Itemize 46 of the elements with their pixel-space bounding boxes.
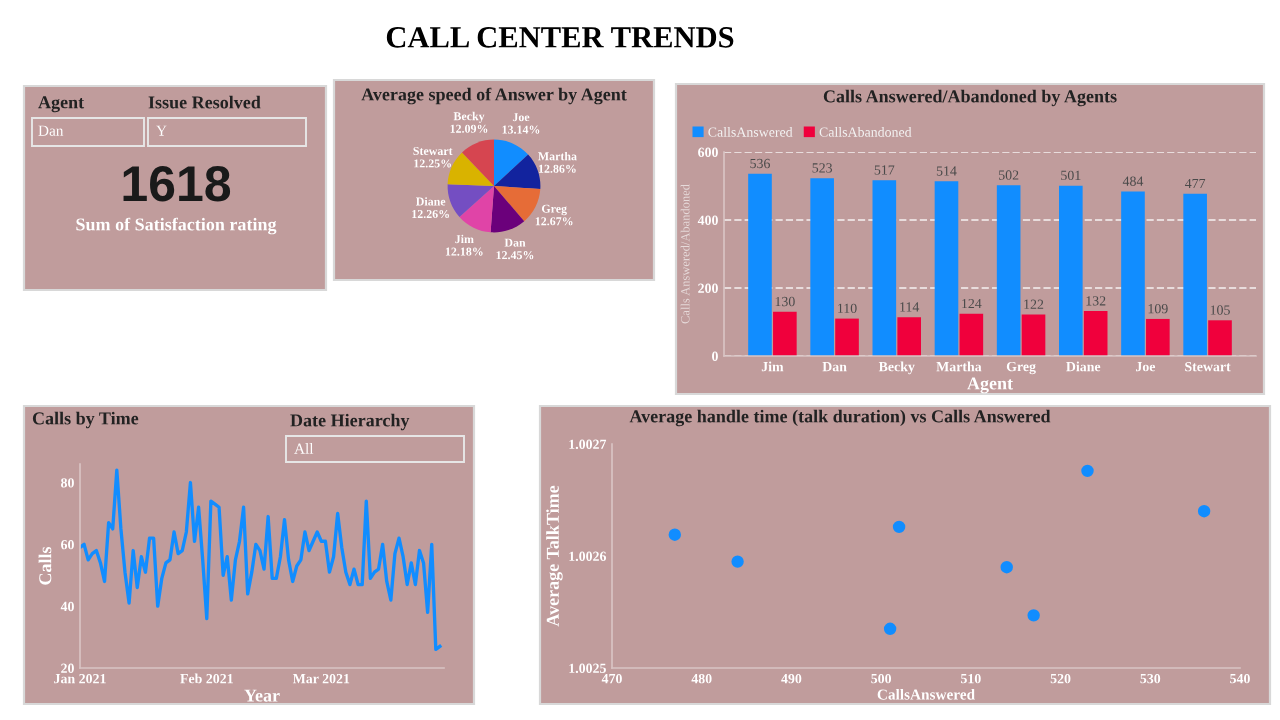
bar <box>835 318 859 356</box>
chart-title: Average speed of Answer by Agent <box>361 87 627 105</box>
pie-slice <box>494 139 529 186</box>
bar <box>810 178 834 356</box>
pie-slice <box>447 184 494 217</box>
bar <box>996 185 1021 356</box>
chart-title: Calls by Time <box>32 411 139 429</box>
text: CALL CENTER TRENDS <box>386 27 734 48</box>
y-axis-title: Calls <box>38 546 52 585</box>
bar <box>1146 318 1170 356</box>
text: Issue Resolved <box>148 95 261 109</box>
line-series <box>80 468 442 652</box>
bar <box>1083 311 1108 356</box>
bar <box>934 181 959 356</box>
text: Agent <box>38 96 85 113</box>
bar <box>1021 314 1046 356</box>
point <box>668 528 681 541</box>
bar <box>959 313 984 356</box>
text: Date Hierarchy <box>290 413 410 431</box>
text: 1618 <box>123 166 231 202</box>
pie-slice <box>462 139 494 186</box>
point <box>731 555 744 568</box>
point <box>1027 609 1040 622</box>
bar <box>872 180 897 356</box>
point <box>1197 505 1211 518</box>
bar <box>897 317 921 356</box>
chart-title: Average handle time (talk duration) vs Calls Answered <box>629 409 1051 427</box>
bar <box>1183 193 1207 356</box>
point <box>1000 561 1013 574</box>
y-axis-title: Average TalkTime <box>546 485 563 627</box>
point <box>883 622 897 635</box>
x-axis-title: Agent <box>967 377 1013 394</box>
bar <box>1059 185 1083 356</box>
pie-slice <box>494 154 541 189</box>
bar <box>1208 320 1232 356</box>
bar <box>773 311 797 356</box>
bar <box>1121 191 1145 356</box>
bar <box>748 173 772 356</box>
text: Sum of Satisfaction rating <box>76 217 277 235</box>
x-axis-title: Year <box>244 689 280 702</box>
pie-slice <box>447 152 494 186</box>
point <box>892 520 906 534</box>
chart-title: Calls Answered/Abandoned by Agents <box>823 89 1117 107</box>
pie-slice <box>459 186 494 233</box>
point <box>1081 464 1094 478</box>
pie-slice <box>490 186 525 233</box>
